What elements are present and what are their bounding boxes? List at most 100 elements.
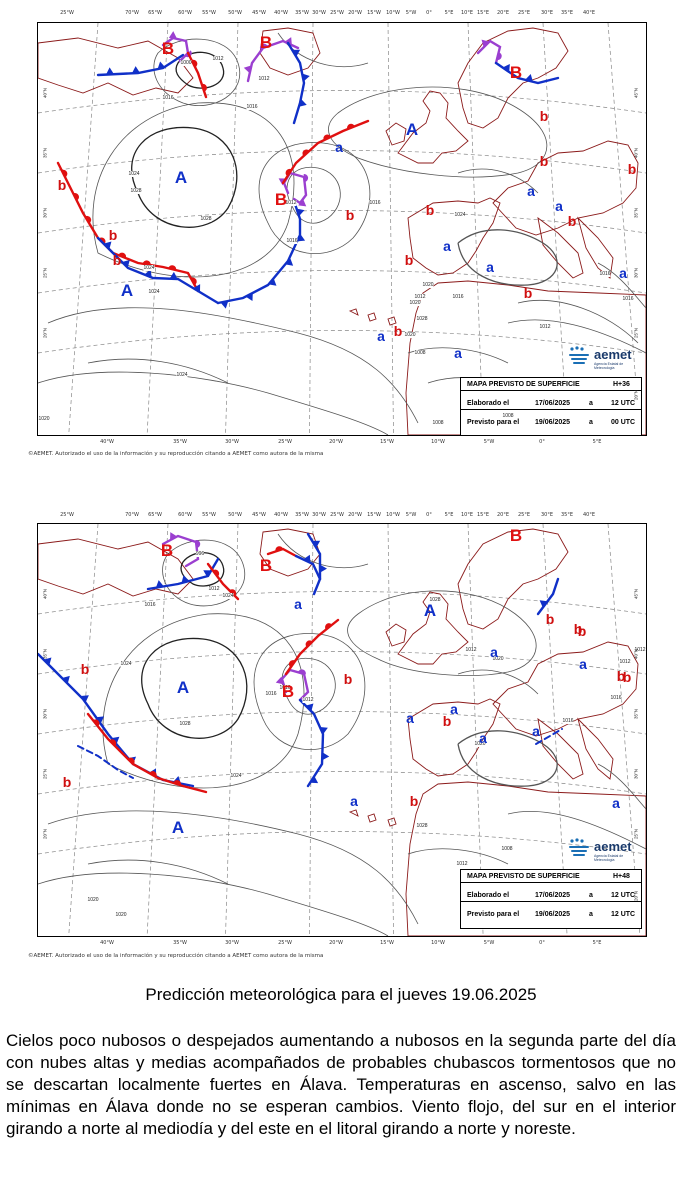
coastline xyxy=(38,528,646,936)
isobar-label: 1016 xyxy=(369,200,381,206)
longitude-label: 10°W xyxy=(386,10,400,16)
isobar xyxy=(102,613,305,789)
longitude-label: 25°W xyxy=(60,10,74,16)
coastline-segment xyxy=(38,538,194,597)
info-valid-date: 19/06/2025 xyxy=(535,911,571,918)
coastline-segment xyxy=(577,216,614,279)
coastline-segment xyxy=(259,27,321,76)
longitude-label: 0° xyxy=(539,439,545,445)
isobar-label: 1024 xyxy=(143,265,155,271)
relative-high-label: a xyxy=(490,644,498,660)
longitude-label: 25°E xyxy=(517,10,531,16)
latitude-line xyxy=(38,90,646,114)
longitude-label: 15°E xyxy=(476,512,490,518)
relative-high-label: a xyxy=(486,259,494,275)
longitude-label: 30°E xyxy=(540,512,554,518)
longitude-label: 20°W xyxy=(329,439,343,445)
isobar xyxy=(141,637,248,739)
isobar-label: 996 xyxy=(195,551,205,557)
relative-low-label: b xyxy=(523,285,533,301)
longitude-label: 30°W xyxy=(312,10,326,16)
longitude-label: 40°W xyxy=(100,940,114,946)
fronts xyxy=(38,532,563,794)
low-pressure-center: B xyxy=(160,541,174,560)
longitude-label: 50°W xyxy=(228,512,242,518)
isobar-label: 1024 xyxy=(120,661,132,667)
longitude-label: 15°W xyxy=(380,940,394,946)
isobar-label: 1012 xyxy=(285,200,297,206)
high-pressure-center: A xyxy=(120,281,134,300)
longitude-label: 20°E xyxy=(496,512,510,518)
relative-low-label: b xyxy=(345,207,355,223)
isobar-label: 1008 xyxy=(502,413,514,419)
longitude-label: 5°E xyxy=(592,940,602,946)
latitude-label: 30°N xyxy=(633,267,639,279)
latitude-line xyxy=(38,831,646,855)
longitude-line xyxy=(309,524,314,936)
latitude-line xyxy=(38,330,646,354)
isobar xyxy=(153,38,241,106)
isobar-label: 1012 xyxy=(539,324,551,330)
isobar-label: 1016 xyxy=(286,238,298,244)
longitude-label: 10°W xyxy=(386,512,400,518)
longitude-labels-top: 25°W 70°W 65°W 60°W 55°W 50°W 45°W 40°W 35°W 30°W… xyxy=(37,10,645,20)
latitude-line xyxy=(38,270,646,294)
info-valid-time: 00 UTC xyxy=(611,419,636,426)
longitude-label: 5°W xyxy=(483,940,495,946)
coastline-segment xyxy=(367,312,377,322)
longitude-label: 5°W xyxy=(405,512,417,518)
relative-high-label: a xyxy=(555,198,563,214)
relative-high-label: a xyxy=(406,710,414,726)
info-elaborated-label: Elaborado el xyxy=(467,400,510,407)
high-pressure-center: A xyxy=(405,120,419,139)
isobar xyxy=(38,872,389,936)
isobar-label: 1024 xyxy=(454,212,466,218)
info-sep: a xyxy=(589,419,593,426)
longitude-label: 35°W xyxy=(295,512,309,518)
longitude-label: 20°E xyxy=(496,10,510,16)
aemet-logo-subtitle: Agencia Estatal de Meteorología xyxy=(594,854,624,862)
latitude-line xyxy=(38,150,646,174)
isobar xyxy=(457,730,558,787)
coastline-segment xyxy=(457,528,569,630)
coastline-segment xyxy=(457,27,569,129)
coastline-segment xyxy=(577,717,614,780)
info-title: MAPA PREVISTO DE SUPERFICIE xyxy=(467,873,580,880)
info-valid-label: Previsto para el xyxy=(467,911,520,918)
forecast-title: Predicción meteorológica para el jueves … xyxy=(145,985,537,1004)
isobar-label: 1028 xyxy=(200,216,212,222)
coastline-segment xyxy=(405,781,646,936)
relative-low-label: b xyxy=(409,793,419,809)
isobar-label: 1008 xyxy=(501,846,513,852)
latitude-label: 40°N xyxy=(42,87,48,99)
longitude-line xyxy=(467,23,484,435)
longitude-label: 15°W xyxy=(367,10,381,16)
isobar xyxy=(457,229,558,286)
isobar-label: 1012 xyxy=(208,586,220,592)
isobar-label: 1020 xyxy=(422,282,434,288)
high-pressure-center: A xyxy=(423,601,437,620)
low-pressure-center: B xyxy=(274,190,288,209)
coastline-segment xyxy=(492,641,639,737)
latitude-label: 25°N xyxy=(42,267,48,279)
longitude-label: 5°E xyxy=(444,10,454,16)
longitude-label: 35°W xyxy=(173,439,187,445)
copyright-credit: ©AEMET. Autorizado el uso de la informac… xyxy=(28,953,324,959)
low-pressure-center: B xyxy=(259,33,273,52)
isobar-label: 1016 xyxy=(144,602,156,608)
longitude-label: 35°W xyxy=(173,940,187,946)
relative-high-label: a xyxy=(532,723,540,739)
longitude-label: 55°W xyxy=(202,512,216,518)
isobar xyxy=(87,358,229,384)
relative-low-label: b xyxy=(62,774,72,790)
coastline-segment xyxy=(348,809,359,817)
latitude-label: 35°N xyxy=(42,147,48,159)
coastline-segment xyxy=(397,90,469,164)
longitude-line xyxy=(607,23,641,435)
longitude-line xyxy=(225,524,239,936)
relative-high-label: a xyxy=(443,238,451,254)
latitude-label: 35°N xyxy=(633,708,639,720)
aemet-logo: aemet Agencia Estatal de Meteorología xyxy=(566,837,644,863)
relative-low-label: b xyxy=(108,227,118,243)
latitude-label: 20°N xyxy=(42,828,48,840)
